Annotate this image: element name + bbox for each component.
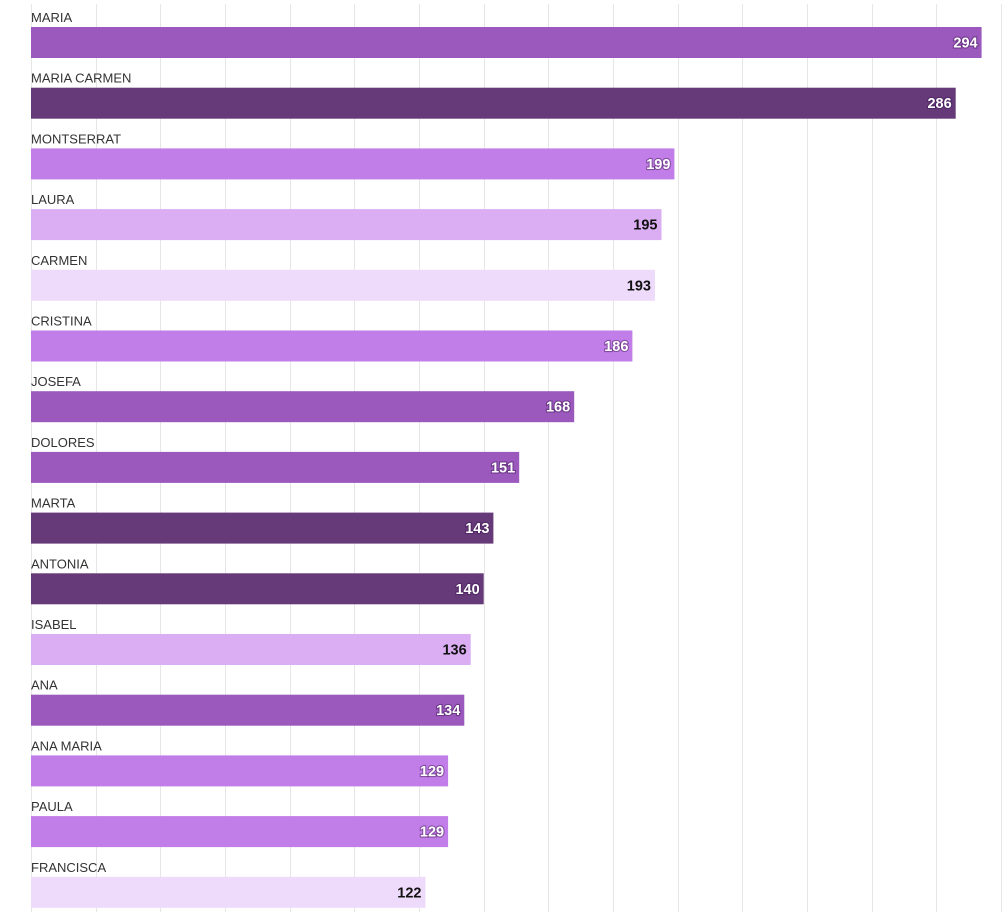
bar [31,27,982,58]
bar [31,816,449,848]
value-label: 294 [953,36,977,52]
category-label: MARIA CARMEN [31,71,131,86]
category-label: ISABEL [31,617,77,632]
category-label: FRANCISCA [31,860,106,875]
bar [31,391,575,423]
bar [31,634,471,665]
value-label: 140 [455,582,479,598]
bar [31,87,956,119]
bar [31,269,655,301]
bar [31,876,426,908]
value-label: 136 [442,643,466,659]
bar [31,451,520,483]
value-label: 143 [465,521,489,537]
category-label: MONTSERRAT [31,131,121,146]
value-label: 195 [633,218,657,234]
category-label: LAURA [31,192,75,207]
value-label: 286 [927,96,951,112]
category-label: CARMEN [31,253,87,268]
value-label: 168 [546,400,570,416]
category-label: JOSEFA [31,374,81,389]
bar [31,148,675,180]
value-label: 129 [420,764,444,780]
category-label: PAULA [31,799,73,814]
bar [31,330,633,362]
category-label: CRISTINA [31,314,92,329]
value-label: 129 [420,825,444,841]
bar [31,755,449,787]
value-label: 134 [436,703,460,719]
bar [31,512,494,544]
category-label: ANA [31,678,58,693]
labels: MARIA 294 MARIA CARMEN 286 MONTSERRAT 199 LAUR… [31,10,979,901]
value-label: 186 [604,339,628,355]
category-label: ANA MARIA [31,738,102,753]
value-label: 151 [491,460,515,476]
category-label: MARTA [31,496,76,511]
bars [31,27,982,908]
value-label: 199 [646,157,670,173]
value-label: 122 [397,885,421,901]
bar [31,694,465,726]
value-label: 193 [627,278,651,294]
category-label: ANTONIA [31,556,89,571]
bar [31,573,484,605]
category-label: DOLORES [31,435,95,450]
bar [31,209,662,241]
category-label: MARIA [31,10,73,25]
